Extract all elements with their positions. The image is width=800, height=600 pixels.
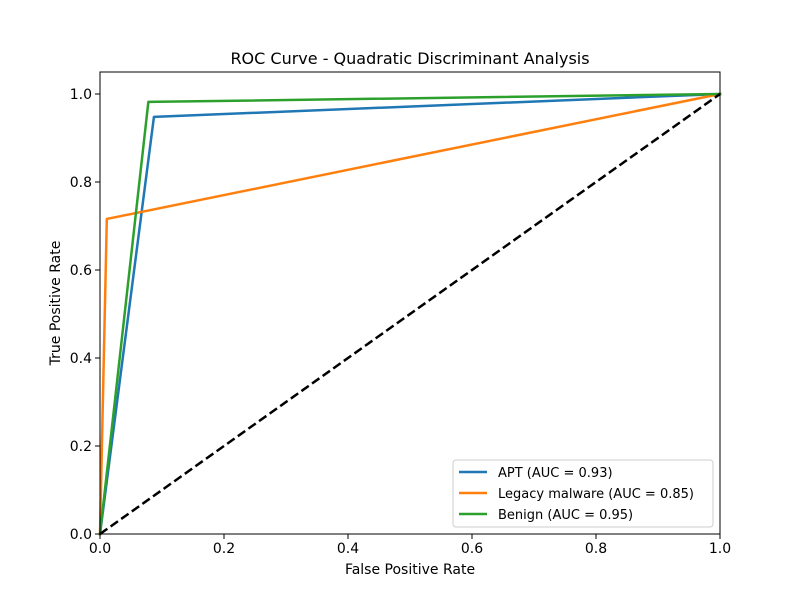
legend-entry-1: Legacy malware (AUC = 0.85) — [498, 487, 694, 502]
legend-entry-0: APT (AUC = 0.93) — [498, 466, 613, 481]
x-tick-label: 0.2 — [213, 541, 235, 557]
x-tick-label: 0.0 — [89, 541, 111, 557]
y-tick-label: 0.6 — [70, 263, 92, 279]
x-axis-label: False Positive Rate — [345, 562, 475, 578]
series-line-0 — [98, 92, 722, 536]
y-tick-label: 0.2 — [70, 439, 92, 455]
x-tick-label: 0.4 — [337, 541, 359, 557]
y-axis-label: True Positive Rate — [48, 241, 64, 367]
x-tick-label: 0.6 — [461, 541, 483, 557]
y-tick-label: 1.0 — [70, 87, 92, 103]
x-tick-label: 1.0 — [709, 541, 731, 557]
series-line-1 — [98, 92, 722, 536]
x-axis-ticks: 0.0 0.2 0.4 0.6 0.8 1.0 — [89, 534, 731, 557]
chart-title: ROC Curve - Quadratic Discriminant Analy… — [230, 49, 589, 68]
x-tick-label: 0.8 — [585, 541, 607, 557]
y-tick-label: 0.4 — [70, 351, 92, 367]
y-tick-label: 0.8 — [70, 175, 92, 191]
legend-entry-2: Benign (AUC = 0.95) — [498, 508, 633, 523]
legend-box — [452, 459, 714, 528]
plot-lines — [98, 92, 722, 536]
plot-area-frame — [99, 71, 721, 535]
reference-diagonal-line — [99, 92, 721, 536]
series-line-2 — [98, 92, 722, 536]
y-tick-label: 0.0 — [70, 527, 92, 543]
legend: APT (AUC = 0.93) Legacy malware (AUC = 0.… — [452, 459, 714, 528]
y-axis-ticks: 0.0 0.2 0.4 0.6 0.8 1.0 — [70, 87, 100, 543]
